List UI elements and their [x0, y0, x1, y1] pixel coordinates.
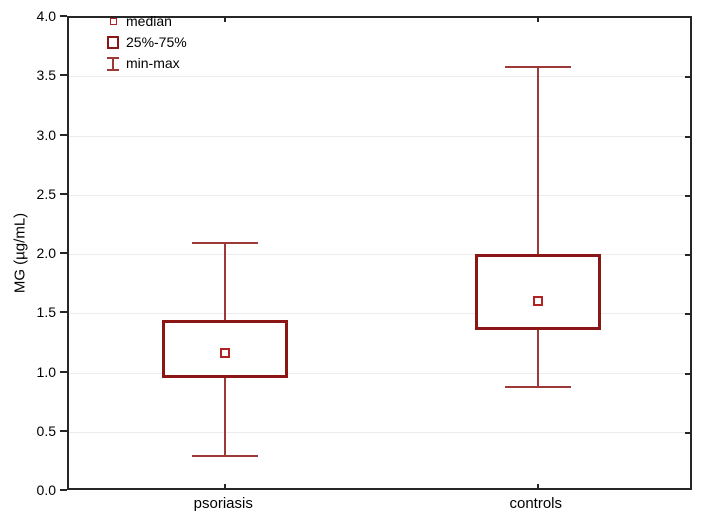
- y-axis-tick: [60, 429, 67, 432]
- gridline: [69, 194, 690, 196]
- y-tick-label: 2.5: [36, 185, 56, 202]
- y-axis-tick: [60, 489, 67, 491]
- top-tick: [224, 18, 227, 22]
- legend-item-iqr-box: 25%-75%: [100, 32, 187, 53]
- right-tick: [685, 431, 690, 434]
- x-axis-label-psoriasis: psoriasis: [193, 495, 253, 512]
- right-tick: [685, 135, 690, 138]
- y-axis-tick: [60, 311, 67, 314]
- y-tick-label: 2.0: [36, 245, 56, 261]
- y-tick-label: 0.5: [36, 422, 56, 439]
- y-axis-tick: [60, 252, 67, 254]
- legend-label: median: [126, 13, 172, 29]
- legend-item-minmax: min-max: [100, 53, 187, 74]
- gridline: [69, 431, 690, 433]
- y-tick-label: 3.0: [36, 126, 56, 143]
- right-tick: [685, 254, 690, 256]
- median-marker-psoriasis: [220, 348, 231, 359]
- y-tick-label: 3.5: [36, 67, 56, 84]
- max-cap: [192, 242, 259, 245]
- y-axis-tick: [60, 74, 67, 77]
- y-axis-tick: [60, 192, 67, 195]
- iqr-box-controls: [474, 253, 601, 330]
- right-tick: [685, 76, 690, 79]
- gridline: [69, 135, 690, 137]
- y-axis-tick: [60, 133, 67, 136]
- top-tick: [536, 18, 539, 22]
- y-tick-label: 1.5: [36, 304, 56, 321]
- y-axis-tick: [60, 370, 67, 373]
- y-tick-label: 1.0: [36, 363, 56, 380]
- gridline: [69, 254, 690, 255]
- whisker-icon: [107, 56, 119, 71]
- x-axis-label-controls: controls: [509, 495, 563, 512]
- plot-area: [67, 16, 692, 490]
- median-marker-icon: [109, 18, 117, 25]
- median-marker-controls: [532, 296, 543, 307]
- gridline: [69, 313, 690, 315]
- upper-whisker: [224, 243, 227, 321]
- max-cap: [504, 65, 571, 68]
- right-tick: [685, 313, 690, 316]
- lower-whisker: [536, 329, 539, 387]
- legend: median 25%-75% min-max: [100, 11, 187, 74]
- lower-whisker: [224, 378, 227, 457]
- right-tick: [685, 194, 690, 197]
- min-cap: [192, 455, 259, 458]
- legend-label: 25%-75%: [126, 34, 187, 50]
- bottom-tick: [536, 484, 539, 488]
- gridline: [69, 76, 690, 78]
- y-axis-tick: [60, 15, 67, 17]
- legend-label: min-max: [126, 55, 180, 71]
- bottom-tick: [224, 484, 227, 488]
- right-tick: [685, 372, 690, 375]
- min-cap: [504, 385, 571, 388]
- legend-item-median: median: [100, 11, 187, 32]
- y-tick-label: 0.0: [36, 482, 56, 498]
- upper-whisker: [536, 66, 539, 254]
- iqr-box-icon: [107, 36, 119, 49]
- y-tick-label: 4.0: [36, 8, 56, 24]
- gridline: [69, 372, 690, 374]
